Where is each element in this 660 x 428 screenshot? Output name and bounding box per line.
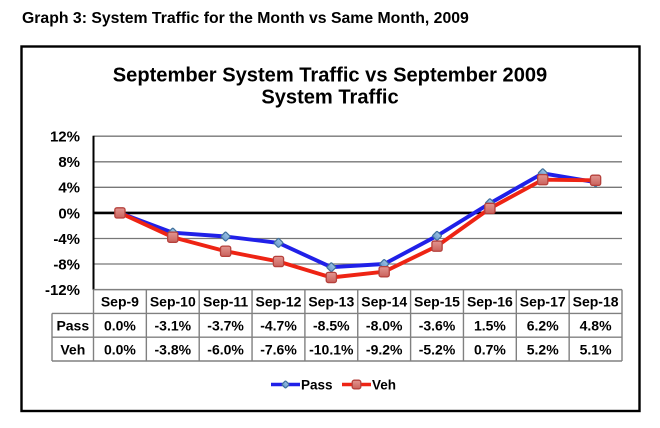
svg-text:-10.1%: -10.1% <box>309 341 354 357</box>
svg-text:-5.2%: -5.2% <box>419 341 456 357</box>
svg-text:8%: 8% <box>58 154 80 171</box>
svg-text:September System Traffic vs Se: September System Traffic vs September 20… <box>113 65 547 87</box>
svg-text:Sep-16: Sep-16 <box>467 294 513 310</box>
svg-text:-8.0%: -8.0% <box>366 318 403 334</box>
svg-text:-8.5%: -8.5% <box>313 318 350 334</box>
svg-text:-12%: -12% <box>45 282 80 299</box>
svg-text:System Traffic: System Traffic <box>261 87 398 109</box>
svg-text:Sep-12: Sep-12 <box>256 294 302 310</box>
svg-text:0.0%: 0.0% <box>104 318 136 334</box>
svg-text:0%: 0% <box>58 205 80 222</box>
svg-text:12%: 12% <box>50 129 80 146</box>
svg-text:Graph 3: System Traffic for th: Graph 3: System Traffic for the Month vs… <box>22 10 469 27</box>
svg-text:Sep-10: Sep-10 <box>150 294 196 310</box>
svg-text:5.1%: 5.1% <box>580 341 612 357</box>
svg-text:-9.2%: -9.2% <box>366 341 403 357</box>
svg-text:Sep-18: Sep-18 <box>573 294 619 310</box>
svg-text:Sep-15: Sep-15 <box>414 294 460 310</box>
svg-text:0.7%: 0.7% <box>474 341 506 357</box>
svg-text:-4.7%: -4.7% <box>260 318 297 334</box>
svg-text:Sep-14: Sep-14 <box>361 294 407 310</box>
svg-text:0.0%: 0.0% <box>104 341 136 357</box>
svg-text:Sep-9: Sep-9 <box>101 294 139 310</box>
svg-text:-8%: -8% <box>53 256 80 273</box>
svg-text:-4%: -4% <box>53 231 80 248</box>
svg-text:-3.8%: -3.8% <box>155 341 192 357</box>
svg-text:4.8%: 4.8% <box>580 318 612 334</box>
svg-text:-3.7%: -3.7% <box>207 318 244 334</box>
svg-text:Sep-17: Sep-17 <box>520 294 566 310</box>
svg-text:Pass: Pass <box>56 318 89 334</box>
svg-text:6.2%: 6.2% <box>527 318 559 334</box>
svg-text:-3.6%: -3.6% <box>419 318 456 334</box>
svg-text:-3.1%: -3.1% <box>155 318 192 334</box>
svg-text:-7.6%: -7.6% <box>260 341 297 357</box>
svg-text:-6.0%: -6.0% <box>207 341 244 357</box>
svg-text:4%: 4% <box>58 180 80 197</box>
svg-text:Sep-13: Sep-13 <box>308 294 354 310</box>
svg-text:1.5%: 1.5% <box>474 318 506 334</box>
svg-text:Sep-11: Sep-11 <box>203 294 248 310</box>
svg-text:Veh: Veh <box>372 377 396 392</box>
svg-text:5.2%: 5.2% <box>527 341 559 357</box>
svg-text:Pass: Pass <box>301 377 333 392</box>
svg-text:Veh: Veh <box>60 341 85 357</box>
